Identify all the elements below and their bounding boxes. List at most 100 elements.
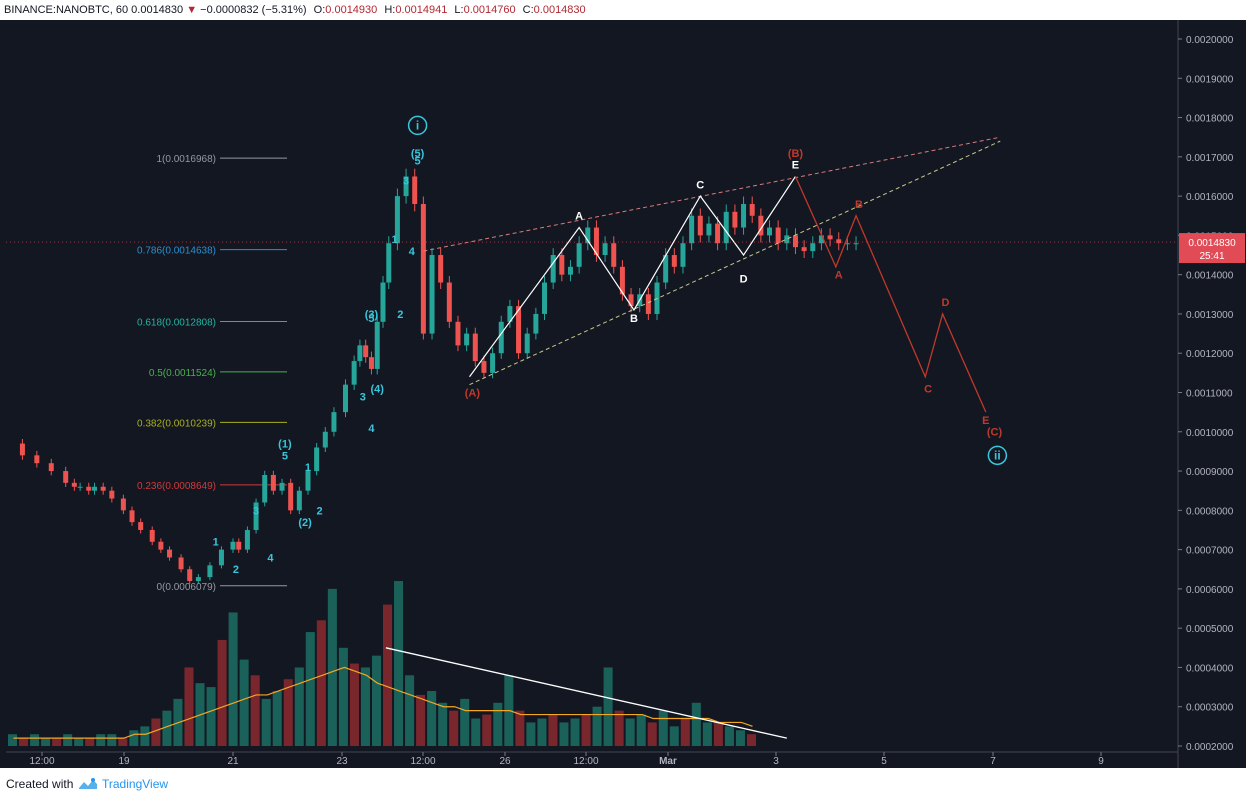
volume-bar [151, 718, 161, 746]
volume-bar [493, 702, 503, 746]
candle-body [357, 345, 363, 362]
wave-label: 2 [316, 505, 322, 517]
candle-body [446, 282, 452, 322]
wave-label: 1 [305, 462, 311, 474]
tradingview-brand[interactable]: TradingView [102, 777, 169, 791]
candle-body [394, 196, 400, 244]
wave-label: (1) [278, 438, 292, 450]
candle-body [100, 486, 106, 491]
wave-label: (5) [411, 148, 425, 160]
current-price-tag [1179, 233, 1245, 264]
x-tick-label: 23 [336, 756, 348, 767]
candle-body [619, 266, 625, 295]
time-axis [6, 752, 1178, 768]
fib-level-label: 0.236(0.0008649) [137, 481, 216, 492]
volume-bar [184, 667, 194, 746]
fib-level-label: 0.382(0.0010239) [137, 418, 216, 429]
candle-body [178, 557, 184, 570]
chart-area[interactable]: 0.0020000 0.0019000 0.0018000 0.0017000 0.00… [0, 20, 1246, 768]
candle-body [363, 345, 369, 358]
y-tick-label: 0.0003000 [1186, 703, 1234, 714]
candle-body [322, 431, 328, 448]
low-label: L: [454, 4, 464, 16]
lower-trendline [469, 140, 1001, 386]
volume-bar [74, 738, 84, 746]
wave-label: 4 [409, 246, 416, 258]
volume-bar [228, 612, 238, 746]
candle-body [498, 321, 504, 354]
fib-level-label: 0(0.0006079) [157, 582, 217, 593]
candle-body [585, 227, 591, 244]
fib-level-label: 1(0.0016968) [157, 154, 217, 165]
x-tick-label: 21 [227, 756, 239, 767]
candle-body [374, 321, 380, 369]
wave-label: 1 [213, 537, 219, 549]
candle-body [663, 255, 669, 283]
wave-label: B [630, 313, 638, 325]
candle-body [296, 490, 302, 511]
volume-bar [383, 604, 393, 746]
candle-body [48, 463, 54, 472]
price-chart[interactable]: 0.0020000 0.0019000 0.0018000 0.0017000 0.00… [0, 20, 1246, 768]
wave-label: 4 [267, 552, 274, 564]
volume-ma-line [13, 666, 753, 739]
wave-label: 2 [397, 309, 403, 321]
volume-bar [206, 687, 216, 746]
symbol-label[interactable]: BINANCE:NANOBTC, 60 [4, 4, 129, 16]
candle-body [331, 412, 337, 432]
circled-wave-marker [407, 115, 428, 136]
candle-body [412, 176, 418, 204]
wave-label: 3 [403, 175, 409, 187]
price-change: −0.0000832 (−5.31%) [200, 4, 307, 16]
volume-bar [360, 667, 370, 746]
y-tick-label: 0.0014000 [1186, 271, 1234, 282]
candle-body [602, 243, 608, 256]
volume-bar [41, 738, 51, 746]
y-tick-label: 0.0012000 [1186, 349, 1234, 360]
y-tick-label: 0.0002000 [1186, 742, 1234, 753]
candle-body [195, 577, 201, 582]
volume-bar [52, 738, 62, 746]
candle-body [533, 313, 539, 334]
volume-bar [625, 718, 635, 746]
tradingview-logo-icon[interactable] [78, 777, 98, 791]
wave-label: 5 [415, 156, 421, 168]
wave-label: E [792, 160, 799, 172]
y-tick-label: 0.0019000 [1186, 74, 1234, 85]
volume-bar [30, 734, 40, 746]
y-tick-label: 0.0006000 [1186, 585, 1234, 596]
wave-label: (3) [365, 309, 379, 321]
wave-label: E [982, 415, 989, 427]
volume-bar [239, 659, 249, 746]
candle-body [270, 474, 276, 491]
candle-body [244, 529, 250, 550]
wave-label: D [941, 297, 949, 309]
candle-body [207, 565, 213, 578]
candle-body [288, 482, 294, 511]
wave-label: 3 [360, 391, 366, 403]
y-tick-label: 0.0018000 [1186, 114, 1234, 125]
volume-bar [581, 714, 591, 746]
volume-bar [427, 691, 437, 746]
wave-label: A [835, 270, 843, 282]
candle-body [715, 223, 721, 244]
high-label: H: [384, 4, 396, 16]
volume-bar [636, 714, 646, 746]
candle-body [559, 255, 565, 275]
candle-body [818, 235, 824, 244]
wave-label: (2) [298, 517, 312, 529]
candle-body [279, 482, 285, 491]
candle-body [120, 498, 126, 511]
volume-bar [680, 718, 690, 746]
fib-level-label: 0.5(0.0011524) [149, 368, 216, 379]
candle-body [611, 243, 617, 267]
candle-body [71, 482, 77, 487]
candle-body [749, 203, 755, 216]
volume-bar [735, 730, 745, 746]
volume-bar [118, 738, 128, 746]
candle-body [158, 541, 164, 550]
wave-label: D [740, 274, 748, 286]
volume-bar [85, 738, 95, 746]
volume-bar [724, 726, 734, 746]
candle-body [420, 203, 426, 334]
